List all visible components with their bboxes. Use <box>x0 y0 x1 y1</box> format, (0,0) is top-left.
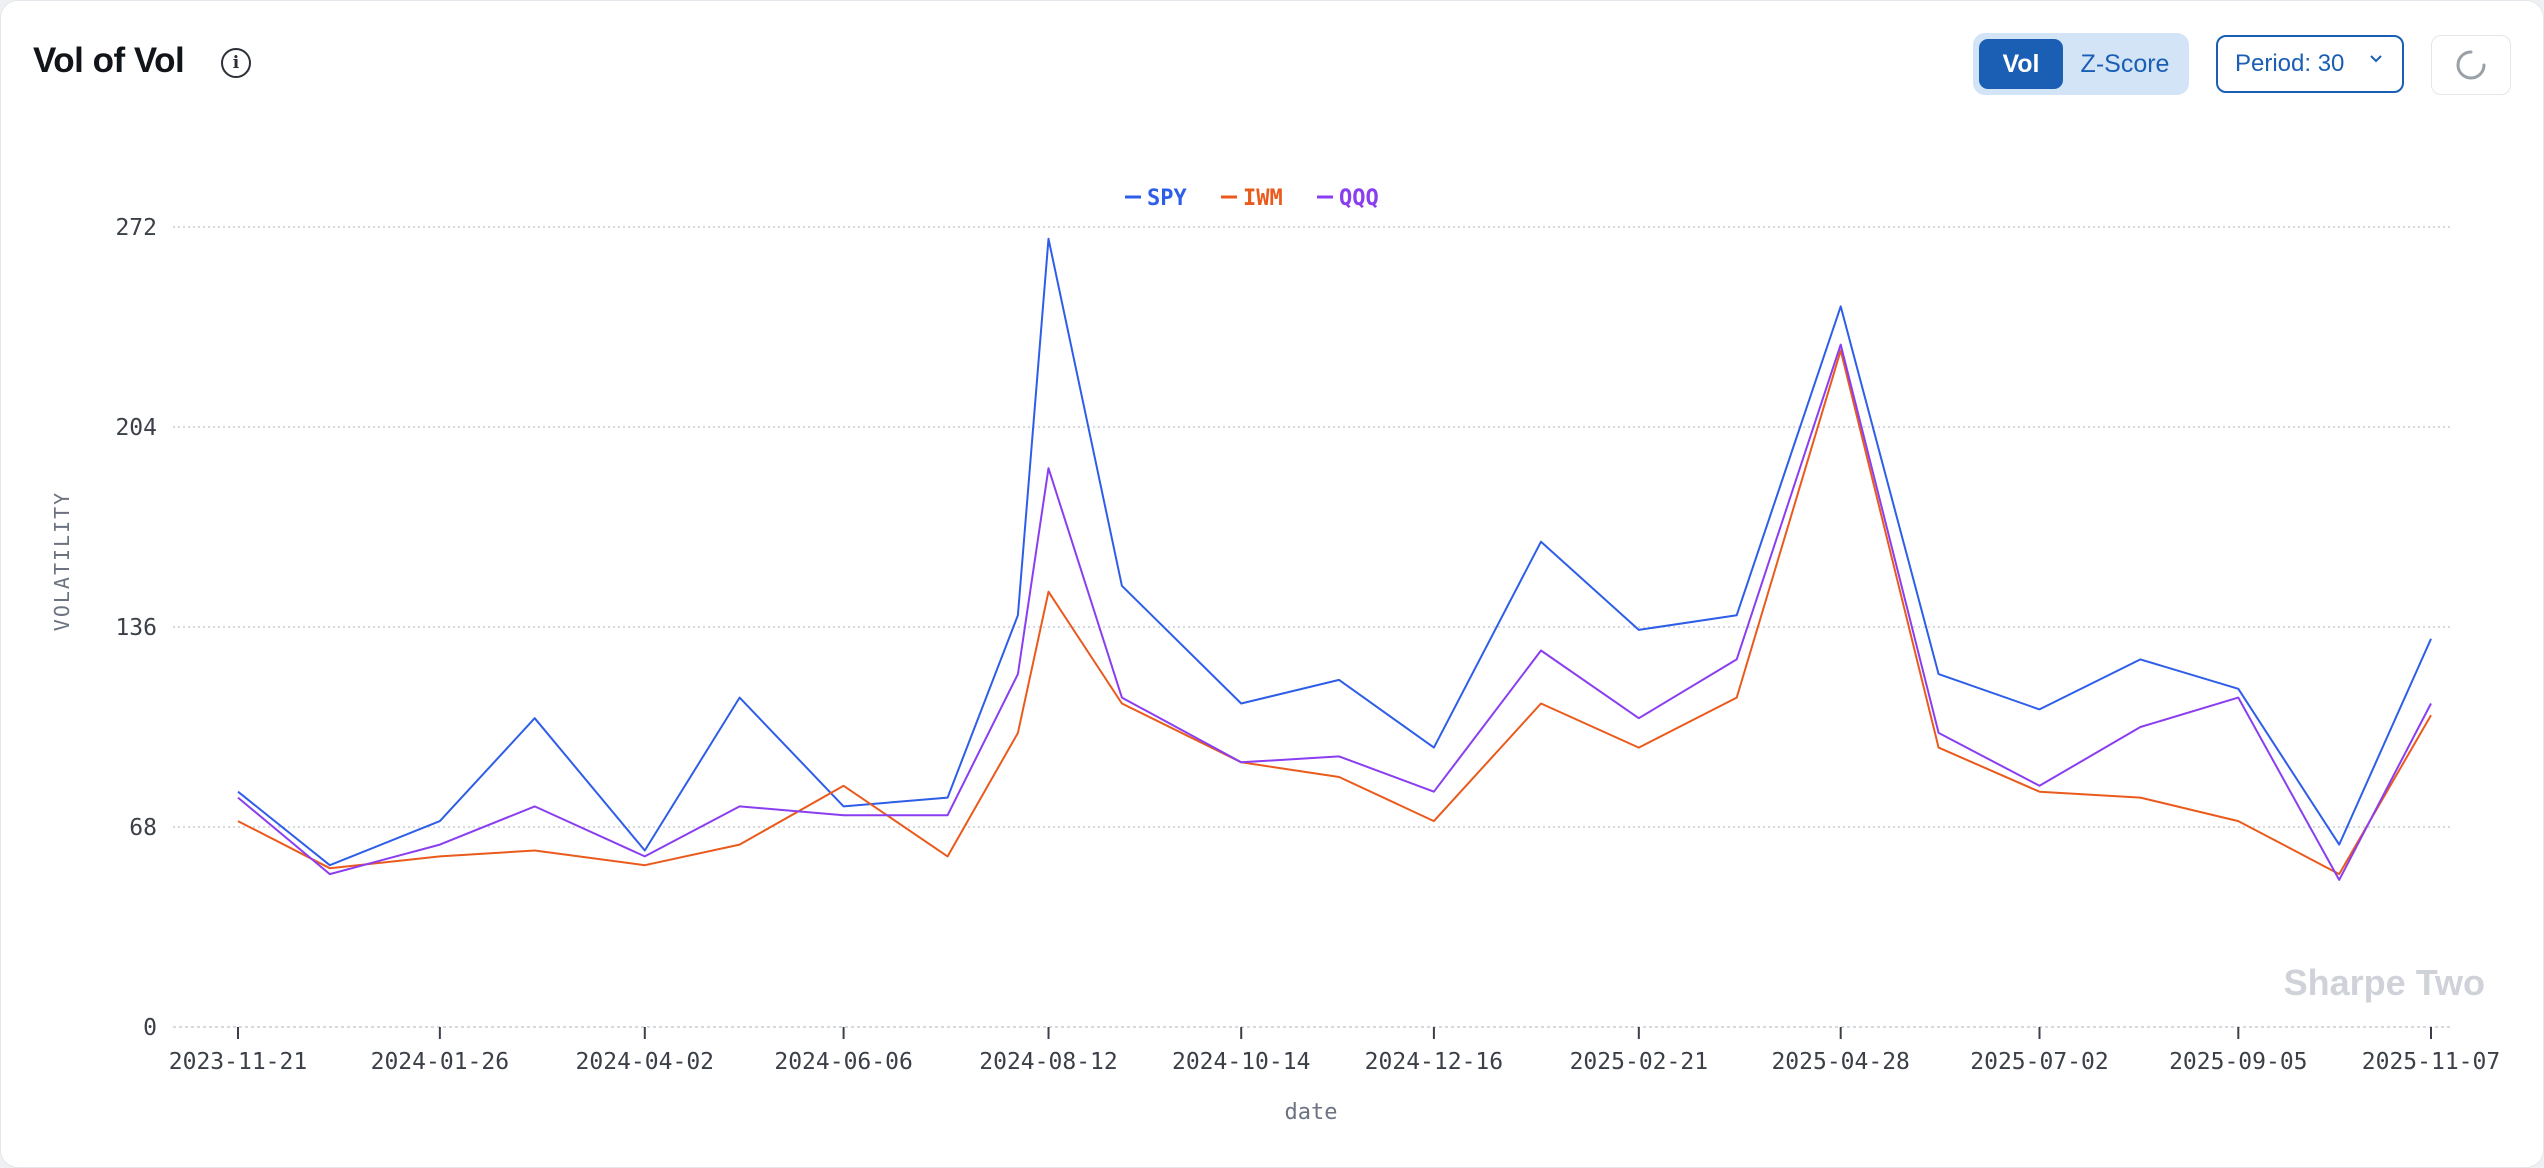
loading-spinner-icon <box>2456 50 2486 80</box>
chevron-down-icon <box>2370 55 2382 63</box>
x-tick-label: 2024-12-16 <box>1365 1049 1503 1075</box>
x-tick-label: 2024-01-26 <box>371 1049 509 1075</box>
y-tick-label: 136 <box>115 615 157 641</box>
x-axis: 2023-11-21 2024-01-26 2024-04-02 2024-06-06… <box>169 1027 2500 1075</box>
y-tick-label: 0 <box>143 1015 157 1041</box>
x-tick-label: 2024-06-06 <box>774 1049 912 1075</box>
chart-grid <box>173 226 2451 1028</box>
series-line-spy <box>237 237 2432 867</box>
y-tick-label: 68 <box>129 815 157 841</box>
chart-legend: SPY IWM QQQ <box>1125 186 1379 211</box>
period-select-label: Period: 30 <box>2235 50 2345 77</box>
y-tick-label: 272 <box>115 215 157 241</box>
x-tick-label: 2025-09-05 <box>2169 1049 2307 1075</box>
x-tick-label: 2025-07-02 <box>1970 1049 2108 1075</box>
chart-area: 0 68 136 204 272 2023-11-21 2024-01-26 2024-04… <box>1 131 2543 1167</box>
zscore-toggle-button[interactable]: Z-Score <box>2080 49 2170 78</box>
page-title: Vol of Vol <box>33 41 185 80</box>
vol-toggle-button[interactable]: Vol <box>1979 39 2063 89</box>
x-tick-label: 2025-11-07 <box>2362 1049 2500 1075</box>
x-tick-label: 2023-11-21 <box>169 1049 307 1075</box>
period-select[interactable]: Period: 30 <box>2216 35 2404 93</box>
refresh-button[interactable] <box>2431 35 2511 95</box>
legend-label-spy: SPY <box>1147 186 1187 211</box>
series-lines <box>237 237 2432 881</box>
x-tick-label: 2024-08-12 <box>979 1049 1117 1075</box>
x-tick-label: 2024-04-02 <box>576 1049 714 1075</box>
x-axis-label: date <box>1285 1100 1338 1125</box>
vol-zscore-toggle: Vol Z-Score <box>1973 33 2189 95</box>
y-axis-label: VOLATILITY <box>50 491 74 631</box>
y-tick-label: 204 <box>115 415 157 441</box>
watermark: Sharpe Two <box>2284 962 2485 1003</box>
volatility-line-chart: 0 68 136 204 272 2023-11-21 2024-01-26 2024-04… <box>50 186 2500 1125</box>
series-line-iwm <box>237 349 2432 876</box>
card-header: Vol of Vol i Vol Z-Score Period: 30 <box>1 1 2543 131</box>
x-tick-label: 2024-10-14 <box>1172 1049 1310 1075</box>
info-icon[interactable]: i <box>221 48 251 78</box>
series-line-qqq <box>237 343 2432 881</box>
legend-label-qqq: QQQ <box>1339 186 1379 211</box>
legend-label-iwm: IWM <box>1243 186 1283 211</box>
y-axis-ticks: 0 68 136 204 272 <box>115 215 157 1041</box>
x-tick-label: 2025-02-21 <box>1570 1049 1708 1075</box>
x-tick-label: 2025-04-28 <box>1771 1049 1909 1075</box>
